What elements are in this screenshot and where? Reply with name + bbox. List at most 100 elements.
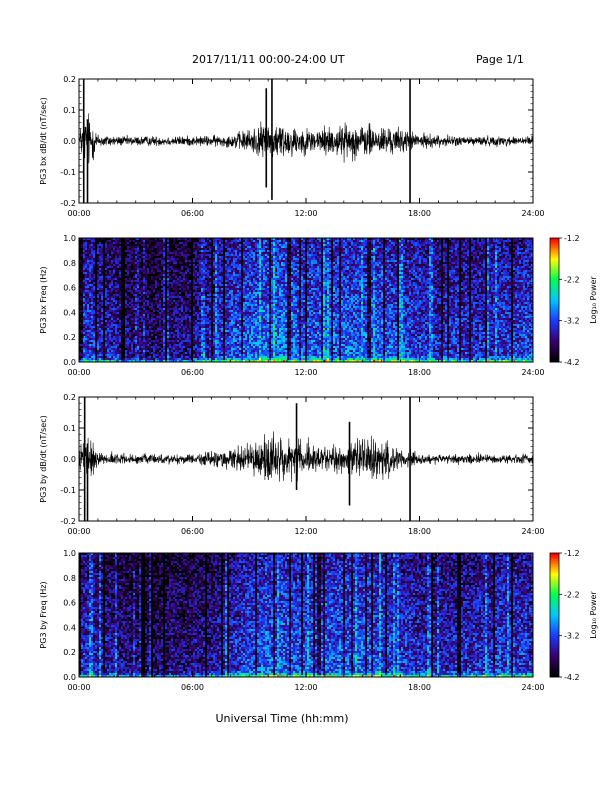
- spectrogram-cell: [83, 308, 85, 310]
- spectrogram-cell: [85, 312, 87, 314]
- spectrogram-cell: [97, 276, 99, 278]
- spectrogram-cell: [119, 246, 121, 248]
- spectrogram-cell: [83, 328, 85, 330]
- spectrogram-cell: [99, 298, 101, 300]
- spectrogram-cell: [97, 342, 99, 344]
- spectrogram-cell: [119, 320, 121, 322]
- spectrogram-cell: [105, 300, 107, 302]
- spectrogram-cell: [109, 250, 111, 252]
- spectrogram-cell: [111, 268, 113, 270]
- spectrogram-cell: [109, 280, 111, 282]
- spectrogram-cell: [115, 316, 117, 318]
- spectrogram-cell: [107, 280, 109, 282]
- spectrogram-cell: [115, 270, 117, 272]
- spectrogram-cell: [117, 272, 119, 274]
- spectrogram-cell: [95, 258, 97, 260]
- spectrogram-cell: [91, 296, 93, 298]
- spectrogram-cell: [99, 258, 101, 260]
- spectrogram-cell: [109, 288, 111, 290]
- spectrogram-cell: [89, 262, 91, 264]
- spectrogram-cell: [113, 302, 115, 304]
- spectrogram-cell: [115, 300, 117, 302]
- spectrogram-cell: [103, 330, 105, 332]
- spectrogram-cell: [111, 248, 113, 250]
- spectrogram-cell: [89, 250, 91, 252]
- spectrogram-cell: [99, 358, 101, 360]
- spectrogram-cell: [109, 308, 111, 310]
- spectrogram-cell: [99, 322, 101, 324]
- spectrogram-cell: [97, 302, 99, 304]
- spectrogram-cell: [89, 332, 91, 334]
- spectrogram-cell: [97, 330, 99, 332]
- spectrogram-cell: [89, 310, 91, 312]
- spectrogram-cell: [83, 354, 85, 356]
- spectrogram-cell: [103, 240, 105, 242]
- spectrogram-cell: [103, 314, 105, 316]
- spectrogram-cell: [95, 310, 97, 312]
- spectrogram-cell: [107, 348, 109, 350]
- spectrogram-cell: [101, 318, 103, 320]
- spectrogram-cell: [101, 268, 103, 270]
- spectrogram-cell: [99, 296, 101, 298]
- spectrogram-cell: [83, 352, 85, 354]
- spectrogram-cell: [99, 334, 101, 336]
- spectrogram-cell: [113, 284, 115, 286]
- spectrogram-cell: [97, 320, 99, 322]
- spectrogram-cell: [117, 256, 119, 258]
- spectrogram-cell: [97, 290, 99, 292]
- spectrogram-cell: [103, 320, 105, 322]
- spectrogram-cell: [117, 336, 119, 338]
- spectrogram-cell: [95, 276, 97, 278]
- spectrogram-cell: [107, 270, 109, 272]
- spectrogram-cell: [95, 312, 97, 314]
- spectrogram-cell: [89, 288, 91, 290]
- spectrogram-cell: [105, 330, 107, 332]
- spectrogram-cell: [115, 304, 117, 306]
- spectrogram-cell: [117, 338, 119, 340]
- spectrogram-cell: [115, 274, 117, 276]
- spectrogram-cell: [121, 344, 123, 346]
- spectrogram-cell: [103, 340, 105, 342]
- spectrogram-cell: [91, 244, 93, 246]
- spectrogram-cell: [121, 266, 123, 268]
- spectrogram-cell: [113, 340, 115, 342]
- spectrogram-cell: [91, 336, 93, 338]
- spectrogram-cell: [97, 308, 99, 310]
- spectrogram-cell: [99, 246, 101, 248]
- spectrogram-cell: [97, 314, 99, 316]
- spectrogram-cell: [103, 264, 105, 266]
- spectrogram-cell: [83, 316, 85, 318]
- spectrogram-cell: [83, 304, 85, 306]
- spectrogram-cell: [93, 274, 95, 276]
- spectrogram-cell: [113, 326, 115, 328]
- spectrogram-cell: [89, 334, 91, 336]
- spectrogram-cell: [109, 282, 111, 284]
- spectrogram-cell: [93, 272, 95, 274]
- spectrogram-cell: [111, 312, 113, 314]
- spectrogram-cell: [111, 346, 113, 348]
- spectrogram-cell: [97, 266, 99, 268]
- spectrogram-cell: [101, 294, 103, 296]
- spectrogram-cell: [95, 336, 97, 338]
- spectrogram-cell: [107, 308, 109, 310]
- spectrogram-cell: [85, 358, 87, 360]
- spectrogram-cell: [93, 320, 95, 322]
- spectrogram-cell: [109, 322, 111, 324]
- spectrogram-cell: [97, 306, 99, 308]
- spectrogram-cell: [121, 280, 123, 282]
- spectrogram-cell: [119, 268, 121, 270]
- spectrogram-cell: [109, 342, 111, 344]
- spectrogram-cell: [101, 290, 103, 292]
- spectrogram-cell: [89, 260, 91, 262]
- spectrogram-cell: [115, 312, 117, 314]
- spectrogram-cell: [85, 296, 87, 298]
- spectrogram-cell: [105, 278, 107, 280]
- spectrogram-cell: [87, 266, 89, 268]
- spectrogram-cell: [95, 328, 97, 330]
- spectrogram-cell: [111, 336, 113, 338]
- spectrogram-cell: [83, 322, 85, 324]
- spectrogram-cell: [113, 320, 115, 322]
- spectrogram-cell: [87, 330, 89, 332]
- spectrogram-cell: [89, 290, 91, 292]
- spectrogram-cell: [95, 320, 97, 322]
